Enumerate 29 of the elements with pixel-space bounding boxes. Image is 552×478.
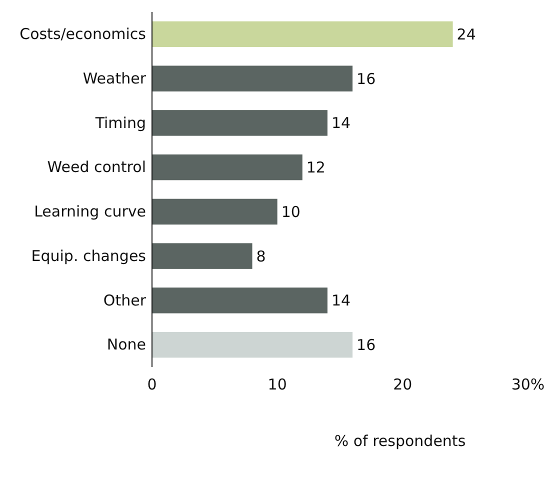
bar: [152, 288, 328, 314]
x-tick-label: 30%: [511, 376, 545, 394]
y-tick-label: Timing: [94, 114, 146, 132]
data-label: 16: [356, 70, 376, 88]
y-tick-label: Other: [103, 291, 147, 310]
bar: [152, 243, 252, 269]
x-axis-title: % of respondents: [334, 432, 466, 450]
x-tick-label: 0: [147, 376, 157, 394]
bar: [152, 198, 278, 225]
bar: [152, 154, 302, 180]
data-label: 8: [256, 247, 266, 266]
x-tick-label: 10: [268, 376, 287, 394]
x-tick-label: 20: [393, 376, 412, 394]
bar: [152, 110, 328, 136]
y-tick-label: Weed control: [47, 158, 146, 176]
data-label: 24: [456, 25, 476, 44]
data-label: 14: [331, 114, 351, 132]
bar: [152, 66, 353, 92]
y-tick-label: Equip. changes: [31, 246, 146, 265]
bar: [152, 332, 353, 358]
data-label: 14: [331, 292, 351, 310]
data-label: 16: [356, 336, 376, 354]
bar: [152, 21, 453, 48]
y-tick-label: Weather: [82, 69, 147, 88]
data-label: 10: [281, 202, 300, 221]
y-tick-label: Costs/economics: [20, 24, 146, 43]
data-label: 12: [306, 158, 326, 177]
y-tick-label: None: [106, 336, 146, 354]
y-tick-label: Learning curve: [34, 202, 146, 220]
